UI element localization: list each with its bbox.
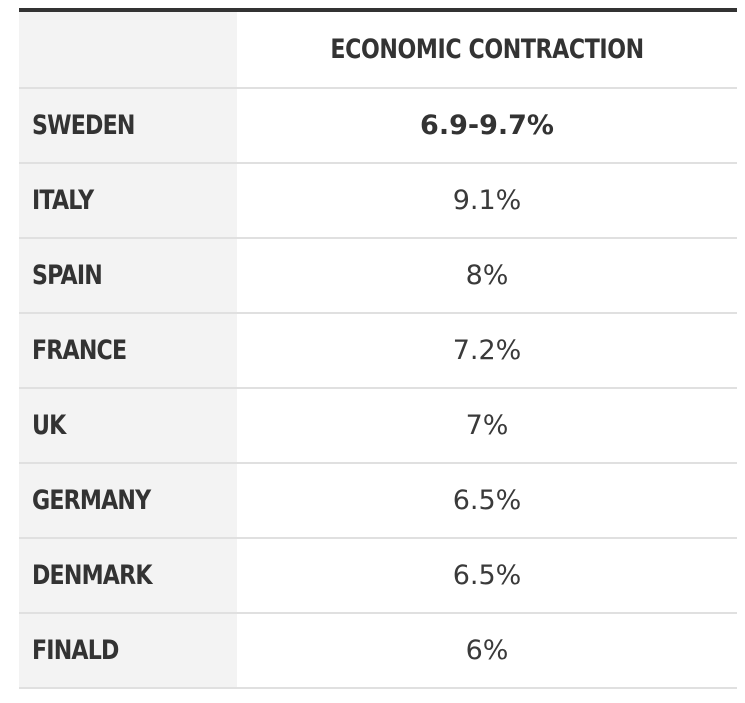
table-top-rule	[19, 8, 737, 12]
header-value-label: ECONOMIC CONTRACTION	[330, 34, 644, 65]
value-cell: 6%	[237, 614, 737, 687]
table-row: SWEDEN 6.9-9.7%	[19, 89, 737, 164]
value-label: 6%	[465, 635, 509, 666]
value-cell: 7.2%	[237, 314, 737, 387]
country-cell: DENMARK	[19, 539, 237, 612]
table-row: ITALY 9.1%	[19, 164, 737, 239]
value-cell: 6.5%	[237, 539, 737, 612]
table-body: SWEDEN 6.9-9.7% ITALY 9.1% SPAIN 8% FRANCE 7.2%…	[19, 89, 737, 689]
country-label: ITALY	[32, 185, 94, 216]
country-cell: ITALY	[19, 164, 237, 237]
value-cell: 6.5%	[237, 464, 737, 537]
country-label: FRANCE	[32, 335, 127, 366]
value-label: 8%	[465, 260, 509, 291]
value-label: 6.9-9.7%	[420, 110, 554, 141]
table-row: GERMANY 6.5%	[19, 464, 737, 539]
table-header-row: ECONOMIC CONTRACTION	[19, 12, 737, 89]
value-cell: 9.1%	[237, 164, 737, 237]
header-value-cell: ECONOMIC CONTRACTION	[237, 12, 737, 87]
contraction-table: ECONOMIC CONTRACTION SWEDEN 6.9-9.7% ITALY…	[19, 8, 737, 689]
table-row: FRANCE 7.2%	[19, 314, 737, 389]
value-label: 6.5%	[452, 560, 522, 591]
value-label: 9.1%	[452, 185, 522, 216]
table-row: FINALD 6%	[19, 614, 737, 689]
value-label: 6.5%	[452, 485, 522, 516]
country-cell: FRANCE	[19, 314, 237, 387]
country-cell: SWEDEN	[19, 89, 237, 162]
country-label: SWEDEN	[32, 110, 135, 141]
country-label: DENMARK	[32, 560, 152, 591]
value-cell: 7%	[237, 389, 737, 462]
country-cell: FINALD	[19, 614, 237, 687]
country-label: UK	[32, 410, 66, 441]
header-empty-cell	[19, 12, 237, 87]
value-cell: 6.9-9.7%	[237, 89, 737, 162]
country-cell: UK	[19, 389, 237, 462]
value-cell: 8%	[237, 239, 737, 312]
country-label: FINALD	[32, 635, 119, 666]
country-cell: GERMANY	[19, 464, 237, 537]
country-label: GERMANY	[32, 485, 151, 516]
country-label: SPAIN	[32, 260, 103, 291]
value-label: 7%	[465, 410, 509, 441]
table-row: SPAIN 8%	[19, 239, 737, 314]
table-row: DENMARK 6.5%	[19, 539, 737, 614]
value-label: 7.2%	[452, 335, 522, 366]
country-cell: SPAIN	[19, 239, 237, 312]
table-row: UK 7%	[19, 389, 737, 464]
